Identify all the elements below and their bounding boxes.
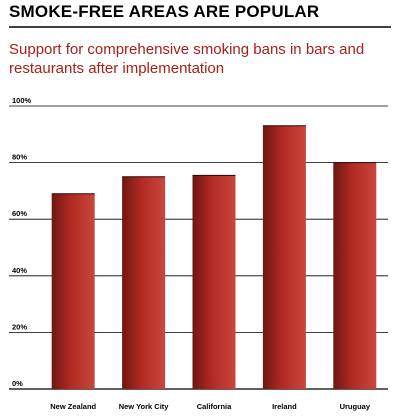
y-tick-label: 100%: [12, 96, 32, 105]
y-tick-label: 80%: [12, 153, 27, 162]
chart-title: SMOKE-FREE AREAS ARE POPULAR: [9, 2, 320, 21]
chart-subtitle: Support for comprehensive smoking bans i…: [9, 41, 365, 77]
category-label: Uruguay: [340, 402, 371, 411]
y-tick-label: 40%: [12, 266, 27, 275]
bar-new-zealand: [51, 193, 95, 389]
category-label: California: [197, 402, 232, 411]
category-label: New York City: [119, 402, 170, 411]
bar-ireland: [262, 125, 306, 389]
category-label: Ireland: [272, 402, 297, 411]
y-tick-label: 20%: [12, 322, 27, 331]
category-labels: New Zealand New York City California Irelan…: [50, 402, 371, 411]
bars: [51, 125, 377, 389]
bar-new-york-city: [122, 176, 166, 389]
bar-california: [192, 175, 236, 389]
y-tick-label: 0%: [12, 379, 23, 388]
bar-uruguay: [333, 162, 377, 389]
category-label: New Zealand: [50, 402, 96, 411]
y-tick-label: 60%: [12, 209, 27, 218]
